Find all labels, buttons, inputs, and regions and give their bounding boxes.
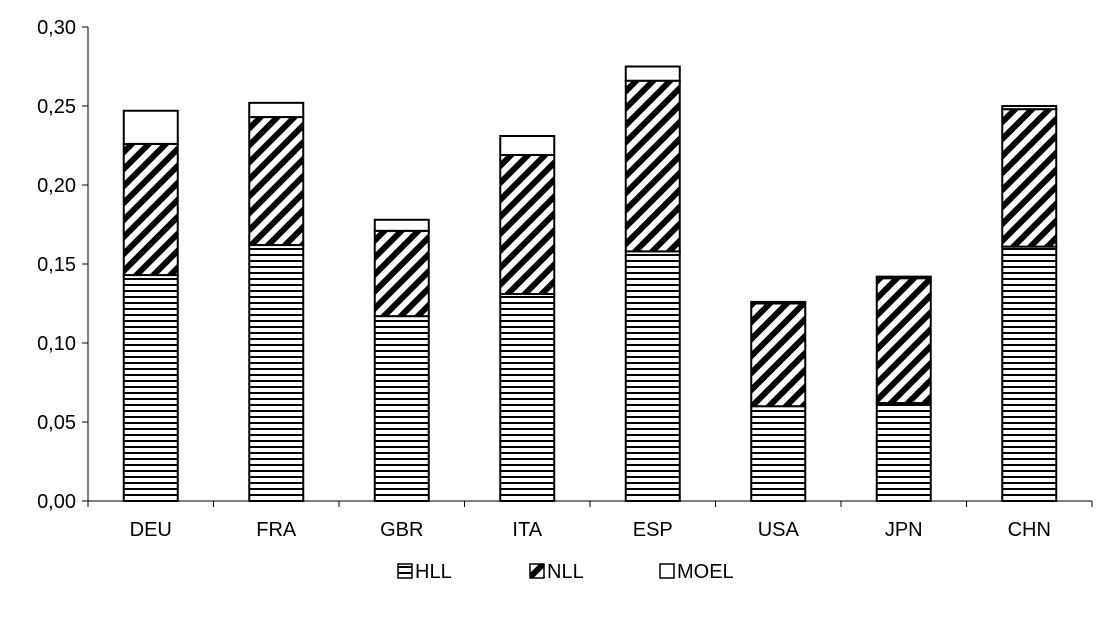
x-tick-label: FRA [256,519,297,541]
bar-segment-moel-esp [624,65,681,82]
bar-segment-moel-gbr [373,218,430,232]
legend-swatch-hll [397,563,413,579]
bars [122,65,1058,503]
x-tick-label: ESP [633,519,673,541]
bar-segment-nll-chn [1001,108,1058,248]
legend-swatch-moel [659,563,675,579]
x-tick-label: GBR [380,519,423,541]
y-tick-label: 0,00 [37,491,76,513]
legend-label-moel: MOEL [677,561,734,583]
x-tick-label: DEU [130,519,172,541]
bar-segment-nll-deu [122,142,179,277]
y-tick-label: 0,05 [37,412,76,434]
bar-segment-nll-esp [624,79,681,253]
bar-segment-hll-chn [1001,245,1058,502]
bar-segment-hll-usa [750,405,807,503]
y-tick-label: 0,25 [37,96,76,118]
legend-label-hll: HLL [415,561,452,583]
bar-segment-nll-jpn [875,277,932,405]
x-tick-label: ITA [512,519,542,541]
bar-segment-nll-ita [499,153,556,296]
bar-segment-moel-usa [750,300,807,305]
bar-segment-moel-deu [122,109,179,145]
bar-segment-hll-deu [122,274,179,502]
y-tick-label: 0,30 [37,17,76,39]
bar-segment-hll-ita [499,293,556,502]
y-tick-label: 0,10 [37,333,76,355]
bar-segment-hll-gbr [373,315,430,503]
tick-labels: 0,00 0,05 0,10 0,15 0,20 0,25 0,30 DEU FRA GBR ITA… [37,17,1051,541]
legend-label-nll: NLL [547,561,584,583]
legend-swatch-nll [529,563,545,579]
bar-segment-nll-fra [248,116,305,247]
bar-segment-moel-jpn [875,275,932,280]
bar-segment-moel-fra [248,101,305,119]
x-tick-label: CHN [1008,519,1051,541]
legend: HLL NLL MOEL [397,561,734,583]
bar-segment-moel-chn [1001,105,1058,111]
bar-segment-hll-fra [248,244,305,502]
x-tick-label: JPN [885,519,923,541]
axes [82,26,1093,507]
bar-segment-nll-usa [750,302,807,408]
x-tick-label: USA [758,519,800,541]
bar-segment-hll-esp [624,250,681,502]
bar-segment-nll-gbr [373,229,430,318]
y-tick-label: 0,20 [37,175,76,197]
bar-segment-moel-ita [499,135,556,156]
y-tick-label: 0,15 [37,254,76,276]
bar-segment-hll-jpn [875,402,932,503]
